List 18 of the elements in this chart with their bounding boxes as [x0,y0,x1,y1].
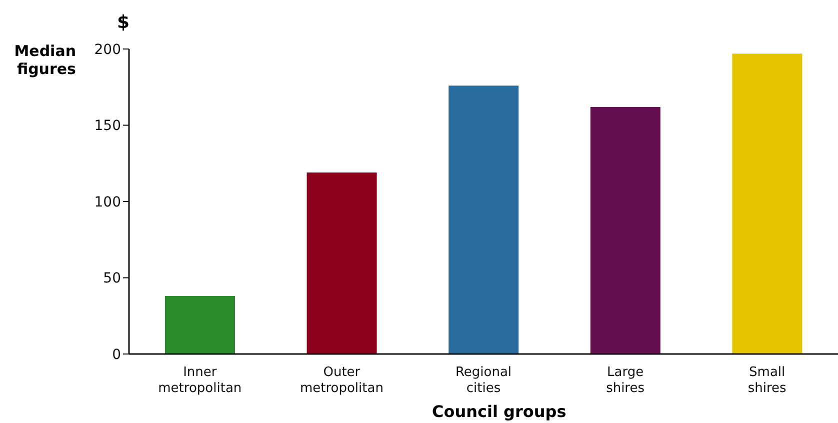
y-axis-title: Median figures [13,42,76,78]
bar [732,54,802,354]
y-tick-label: 50 [103,270,121,287]
bar [165,296,235,354]
y-tick-label: 200 [94,42,121,58]
bar [306,172,377,354]
x-axis-title: Council groups [432,402,566,421]
bar [448,86,519,354]
y-tick-label: 0 [112,346,121,363]
x-tick-label: Inner metropolitan [158,365,242,396]
text: $ [117,12,130,33]
x-tick-label: Regional cities [455,365,512,396]
x-tick-label: Outer metropolitan [300,365,384,396]
bar [590,106,660,354]
y-tick-label: 150 [94,118,121,134]
x-tick-label: Small shires [748,365,787,396]
x-tick-label: Large shires [606,365,645,396]
y-tick-label: 100 [94,194,121,210]
